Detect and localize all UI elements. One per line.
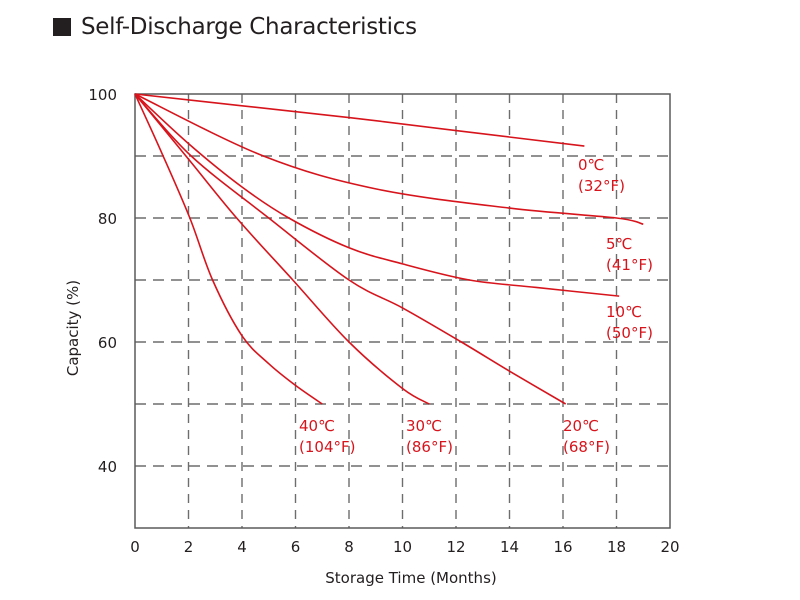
y-tick-label: 40 bbox=[98, 458, 117, 476]
series-label-fahrenheit: (86°F) bbox=[406, 438, 453, 456]
y-tick-label: 80 bbox=[98, 210, 117, 228]
title-square-icon bbox=[53, 18, 71, 36]
x-tick-label: 18 bbox=[607, 538, 626, 556]
x-tick-label: 16 bbox=[553, 538, 572, 556]
y-tick-label: 60 bbox=[98, 334, 117, 352]
y-tick-label: 100 bbox=[88, 86, 117, 104]
x-tick-labels: 0 2 4 6 8 10 12 14 16 18 20 bbox=[130, 538, 679, 556]
x-tick-label: 6 bbox=[291, 538, 301, 556]
chart-title-block: Self-Discharge Characteristics bbox=[53, 14, 417, 40]
series-label-fahrenheit: (32°F) bbox=[578, 177, 625, 195]
x-tick-label: 2 bbox=[184, 538, 194, 556]
series-line-3 bbox=[134, 93, 567, 405]
x-tick-label: 4 bbox=[237, 538, 247, 556]
series-label-fahrenheit: (50°F) bbox=[606, 324, 653, 342]
x-tick-label: 10 bbox=[393, 538, 412, 556]
series-labels: 0℃ (32°F) 5℃ (41°F) 10℃ (50°F) 20℃ (68°F) 30℃ (86… bbox=[299, 156, 653, 456]
series-line-1 bbox=[134, 93, 644, 225]
series-label-fahrenheit: (41°F) bbox=[606, 256, 653, 274]
series-label-celsius: 40℃ bbox=[299, 417, 335, 435]
series-group bbox=[134, 93, 644, 405]
y-axis-label: Capacity (%) bbox=[64, 280, 82, 376]
series-label-celsius: 10℃ bbox=[606, 303, 642, 321]
x-tick-label: 0 bbox=[130, 538, 140, 556]
x-tick-label: 12 bbox=[446, 538, 465, 556]
series-label-fahrenheit: (104°F) bbox=[299, 438, 355, 456]
chart-title: Self-Discharge Characteristics bbox=[81, 14, 417, 40]
series-line-0 bbox=[134, 93, 585, 147]
plot-frame bbox=[134, 93, 671, 529]
series-label-celsius: 20℃ bbox=[563, 417, 599, 435]
x-axis-label: Storage Time (Months) bbox=[325, 569, 496, 587]
series-label-celsius: 0℃ bbox=[578, 156, 604, 174]
series-label-celsius: 30℃ bbox=[406, 417, 442, 435]
series-line-5 bbox=[134, 93, 323, 405]
y-tick-labels: 40 60 80 100 bbox=[88, 86, 117, 476]
series-label-fahrenheit: (68°F) bbox=[563, 438, 610, 456]
grid bbox=[135, 94, 670, 528]
series-line-2 bbox=[134, 93, 620, 297]
series-line-4 bbox=[134, 93, 430, 405]
x-tick-label: 8 bbox=[344, 538, 354, 556]
series-label-celsius: 5℃ bbox=[606, 235, 632, 253]
x-tick-label: 20 bbox=[660, 538, 679, 556]
x-tick-label: 14 bbox=[500, 538, 519, 556]
